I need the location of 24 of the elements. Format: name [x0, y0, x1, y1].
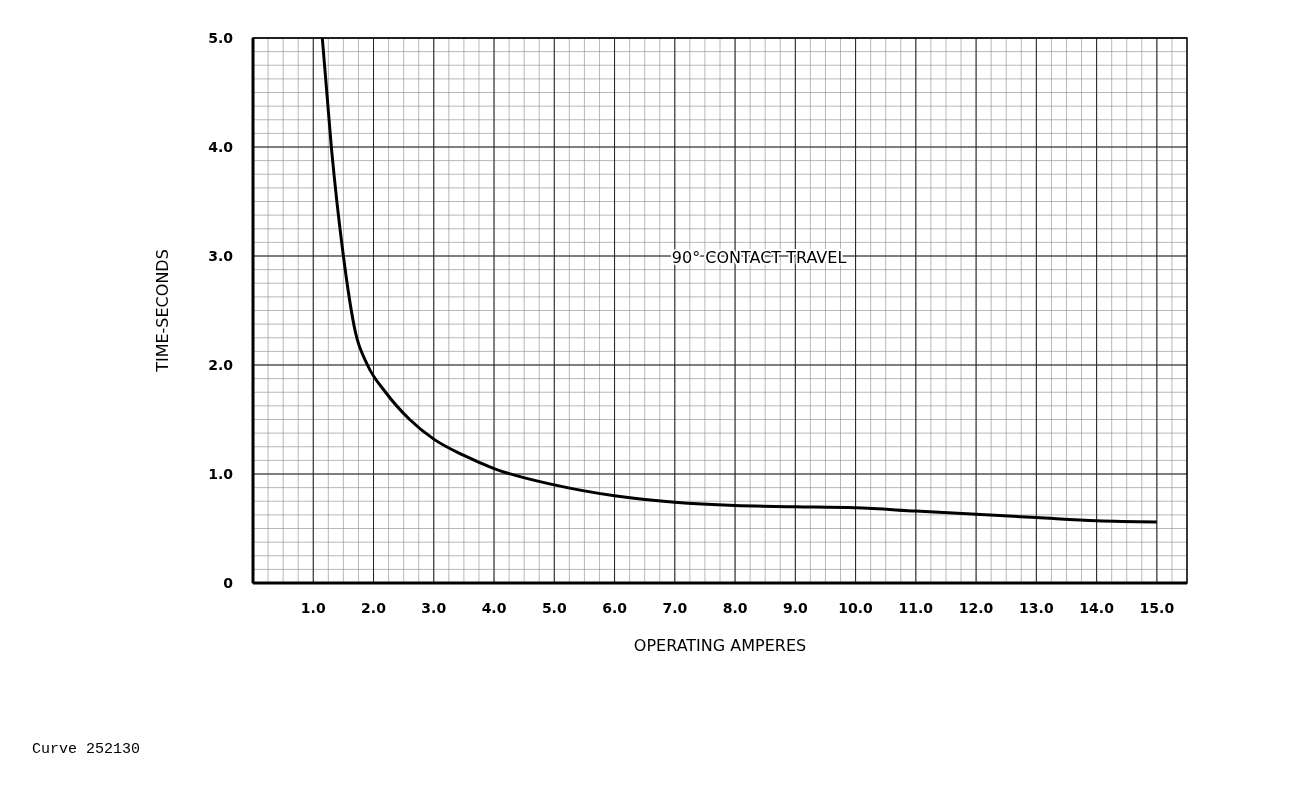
- x-tick-label: 8.0: [722, 600, 748, 616]
- x-tick-label: 15.0: [1139, 600, 1175, 616]
- x-tick-label: 13.0: [1019, 600, 1054, 616]
- y-tick-label: 2.0: [208, 357, 234, 373]
- x-tick-label: 2.0: [361, 600, 387, 616]
- x-tick-label: 9.0: [782, 600, 808, 616]
- x-tick-label: 12.0: [958, 600, 994, 616]
- x-tick-label: 6.0: [602, 600, 628, 616]
- x-tick-label: 3.0: [421, 600, 447, 616]
- y-tick-label: 5.0: [208, 30, 234, 46]
- y-axis-title: TIME-SECONDS: [153, 249, 172, 373]
- y-tick-label: 4.0: [208, 139, 234, 155]
- x-tick-label: 11.0: [898, 600, 934, 616]
- text: Curve 252130: [32, 741, 141, 758]
- x-tick-label: 14.0: [1079, 600, 1115, 616]
- x-tick-label: 5.0: [541, 600, 567, 616]
- x-tick-label: 10.0: [838, 600, 874, 616]
- y-tick-label: 3.0: [208, 248, 234, 264]
- y-tick-label: 0: [223, 575, 234, 591]
- x-tick-label: 7.0: [662, 600, 688, 616]
- x-tick-label: 4.0: [481, 600, 507, 616]
- x-axis-title: OPERATING AMPERES: [633, 636, 807, 655]
- y-tick-label: 1.0: [208, 466, 234, 482]
- x-tick-label: 1.0: [300, 600, 326, 616]
